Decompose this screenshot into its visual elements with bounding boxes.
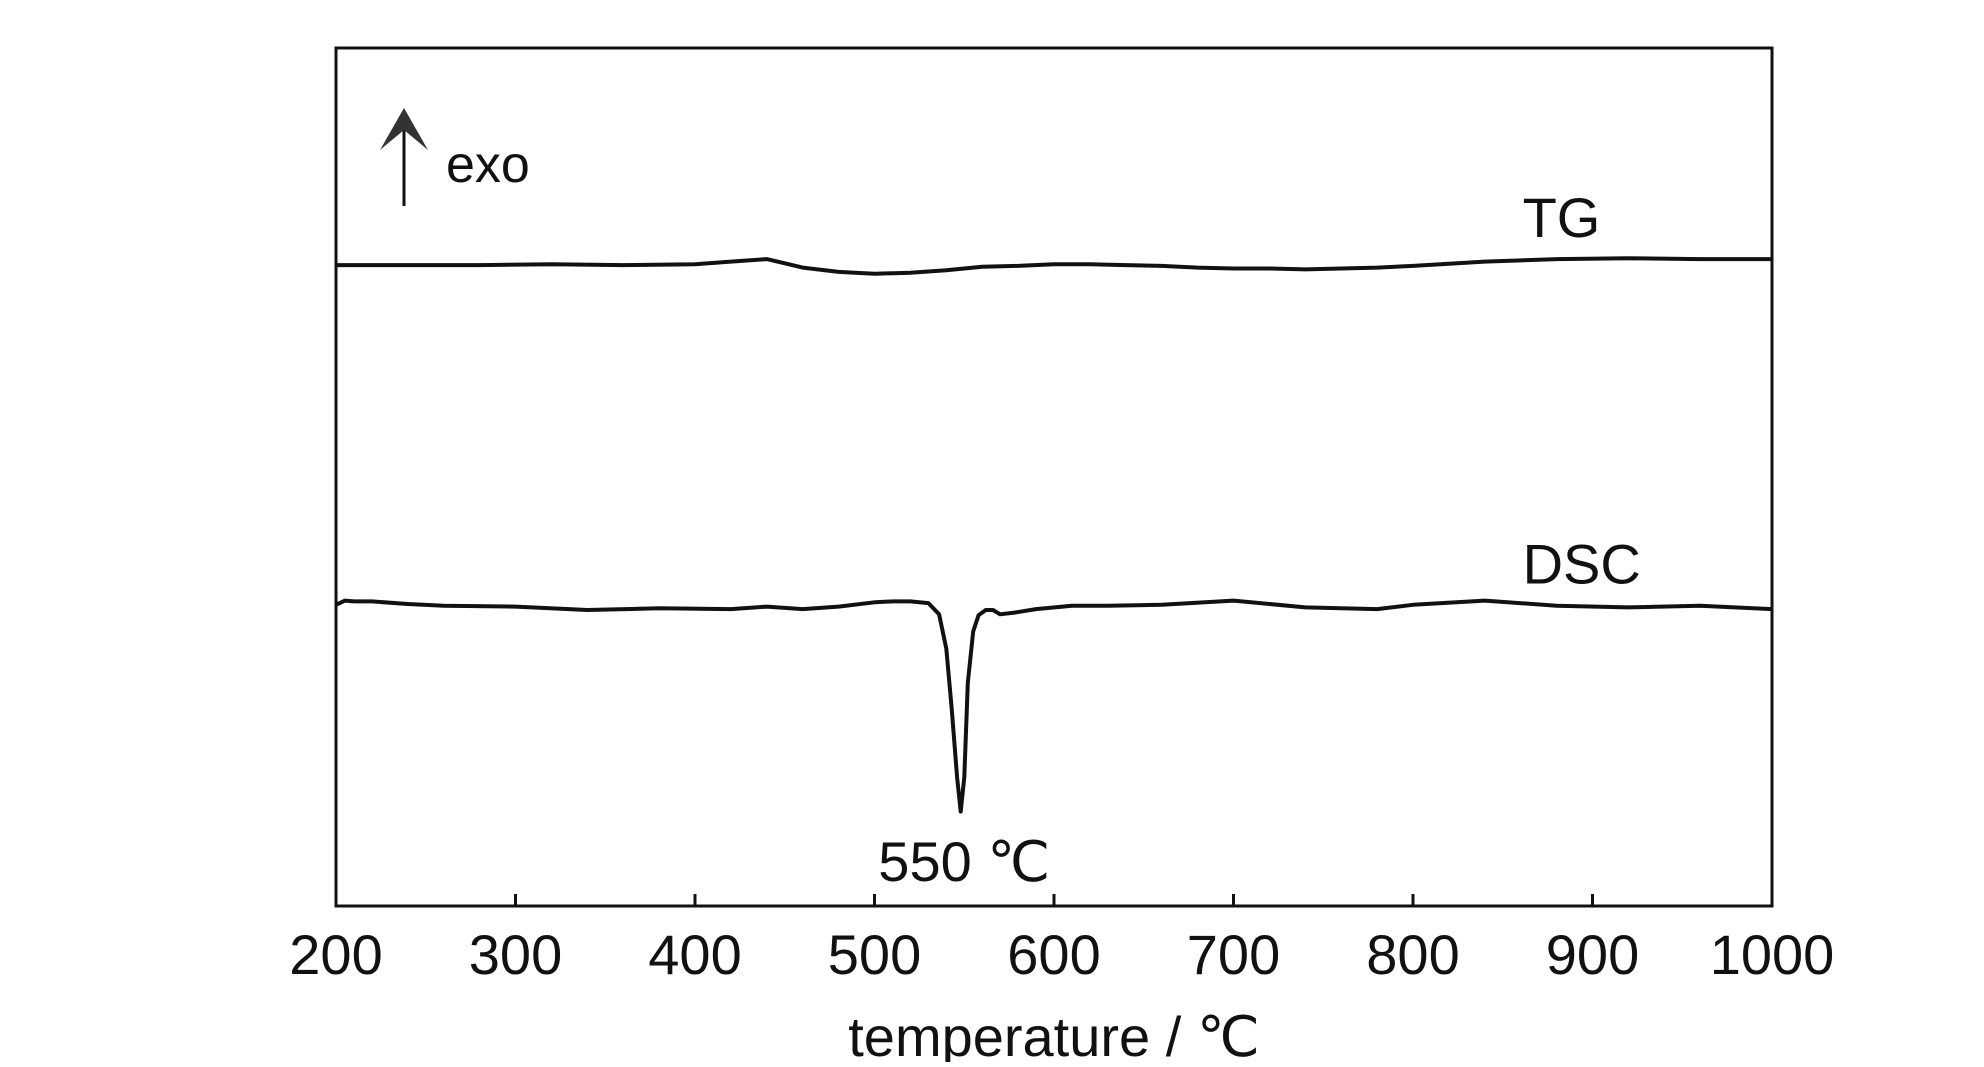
series-line-dsc xyxy=(335,598,1773,814)
plot-frame xyxy=(334,46,1774,908)
exo-label: exo xyxy=(446,136,530,194)
x-tick-label: 500 xyxy=(828,923,921,986)
x-tick-label: 1000 xyxy=(1710,923,1835,986)
exo-arrow-icon xyxy=(380,108,428,150)
x-tick-label: 600 xyxy=(1007,923,1100,986)
x-axis-ticks: 200 300 400 500 600 700 800 900 1000 xyxy=(289,894,1834,986)
series-label-tg: TG xyxy=(1523,186,1601,249)
label-layer: TG DSC 550 ℃ xyxy=(878,186,1641,893)
series-layer xyxy=(335,256,1773,814)
x-tick-label: 900 xyxy=(1546,923,1639,986)
x-axis-label: temperature / ℃ xyxy=(848,1005,1260,1062)
x-tick-label: 800 xyxy=(1366,923,1459,986)
series-label-dsc: DSC xyxy=(1523,533,1641,596)
x-tick-label: 700 xyxy=(1187,923,1280,986)
series-line-tg xyxy=(336,256,1772,276)
exo-indicator: exo xyxy=(380,108,530,206)
x-tick-label: 300 xyxy=(469,923,562,986)
peak-annotation: 550 ℃ xyxy=(878,830,1050,893)
x-tick-label: 200 xyxy=(289,923,382,986)
x-tick-label: 400 xyxy=(648,923,741,986)
